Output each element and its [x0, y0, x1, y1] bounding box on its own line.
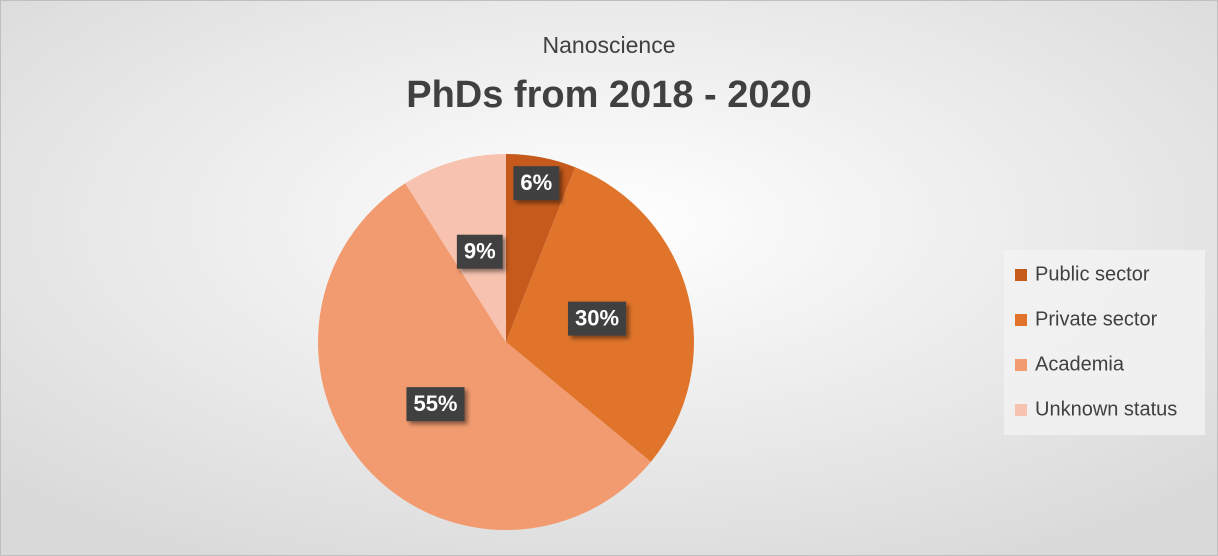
legend-swatch: [1015, 359, 1027, 371]
pie-slice: [506, 154, 576, 342]
legend-label: Academia: [1035, 353, 1125, 375]
legend-swatch: [1015, 404, 1027, 416]
data-label-box: [456, 234, 503, 269]
chart-subtitle: Nanoscience: [543, 32, 676, 58]
data-label-text: 30%: [575, 305, 619, 330]
pie-slice: [405, 154, 506, 342]
pie-slice: [317, 183, 651, 531]
data-label: 6%: [513, 166, 560, 201]
legend-label: Public sector: [1035, 263, 1150, 285]
data-label: 9%: [456, 234, 503, 269]
data-label: 55%: [406, 387, 465, 422]
data-label-box: [568, 301, 627, 336]
legend-box: [1004, 250, 1205, 435]
legend-label: Unknown status: [1035, 398, 1177, 420]
chart-title: PhDs from 2018 - 2020: [406, 74, 812, 116]
data-label-text: 6%: [520, 170, 552, 195]
legend-swatch: [1015, 314, 1027, 326]
data-label: 30%: [568, 301, 627, 336]
legend-swatch: [1015, 269, 1027, 281]
data-label-box: [406, 387, 465, 422]
data-label-text: 9%: [464, 239, 496, 264]
legend-label: Private sector: [1035, 308, 1158, 330]
data-label-box: [513, 166, 560, 201]
data-label-text: 55%: [413, 391, 457, 416]
